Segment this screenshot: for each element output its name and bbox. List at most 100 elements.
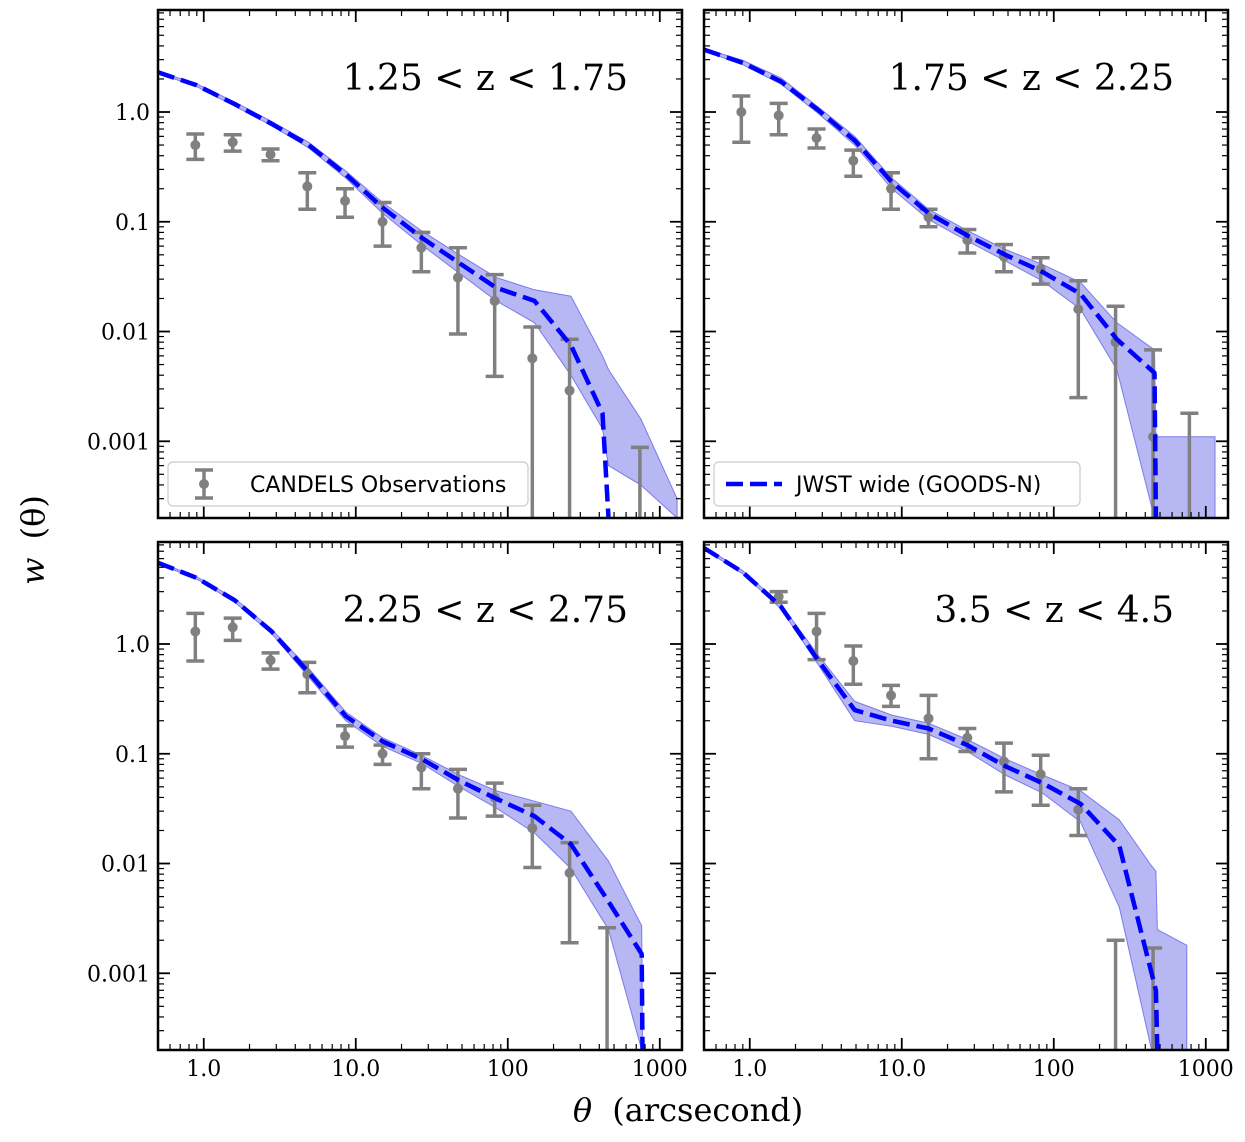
data-point <box>302 181 313 192</box>
errorbar <box>598 925 617 1050</box>
data-point <box>848 155 859 166</box>
data-point <box>923 212 934 223</box>
plot-area <box>158 560 645 1050</box>
ticks <box>703 10 1228 519</box>
panel-4: 1.0 10.0 100 1000 3.5 < z < 4.5 <box>702 540 1234 1082</box>
data-point <box>923 713 934 724</box>
y-axis-title-arg: (θ) <box>14 495 52 539</box>
panel-2: 1.75 < z < 2.25 JWST wide (GOODS-N) <box>702 8 1230 520</box>
legend: JWST wide (GOODS-N) <box>713 461 1081 507</box>
errorbar <box>448 245 467 336</box>
x-tick-label: 100 <box>1033 1057 1075 1082</box>
data-point <box>265 149 276 160</box>
data-point <box>489 295 500 306</box>
y-tick-label: 0.01 <box>101 853 150 878</box>
y-axis-title-main: w <box>14 558 52 585</box>
data-point <box>452 783 463 794</box>
errorbar <box>186 611 205 663</box>
data-point <box>736 107 747 118</box>
panel-1: 0.001 0.01 0.1 1.0 1.25 < z < 1.75 CANDELS Ob… <box>87 8 684 520</box>
model-band <box>158 561 644 1050</box>
y-tick-label: 0.01 <box>101 321 150 346</box>
panel-frame <box>702 8 1230 520</box>
data-point <box>564 867 575 878</box>
x-tick-label: 10.0 <box>877 1057 926 1082</box>
y-tick-label: 0.001 <box>87 430 150 455</box>
data-point <box>190 626 201 637</box>
data-point <box>340 731 351 742</box>
model-band <box>158 70 678 518</box>
x-tick-label: 10.0 <box>331 1057 380 1082</box>
plot-area <box>704 546 1188 1050</box>
panel-frame <box>156 8 684 520</box>
errorbar <box>732 94 751 145</box>
data-point <box>848 656 859 667</box>
errorbar <box>485 272 504 379</box>
x-axis-title: θ (arcsecond) <box>573 1091 803 1129</box>
data-point <box>416 762 427 773</box>
legend-label: CANDELS Observations <box>250 473 506 498</box>
model-line <box>158 560 645 1050</box>
y-tick-label: 0.1 <box>115 743 150 768</box>
data-point <box>886 690 897 701</box>
panel-label: 2.25 < z < 2.75 <box>343 590 628 631</box>
y-tick-label: 1.0 <box>115 633 150 658</box>
errorbar <box>1180 411 1199 518</box>
data-point <box>527 353 538 364</box>
data-point <box>527 823 538 834</box>
data-point <box>1073 304 1084 315</box>
plot-area <box>158 70 678 518</box>
model-line <box>158 70 611 518</box>
data-point <box>416 242 427 253</box>
x-tick-label: 1.0 <box>732 1057 767 1082</box>
legend: CANDELS Observations <box>167 461 529 507</box>
y-axis-title: w (θ) <box>14 495 52 585</box>
data-point <box>886 183 897 194</box>
data-point <box>340 195 351 206</box>
data-point <box>452 272 463 283</box>
data-point <box>773 591 784 602</box>
model-line <box>704 546 1160 1050</box>
x-tick-label: 1000 <box>1178 1057 1234 1082</box>
data-point <box>773 110 784 121</box>
x-tick-label: 1000 <box>632 1057 688 1082</box>
legend-marker <box>199 479 209 489</box>
x-tick-label: 1.0 <box>186 1057 221 1082</box>
x-axis-title-symbol: θ <box>573 1091 592 1129</box>
errorbar <box>1106 938 1125 1050</box>
panel-frame <box>156 540 684 1052</box>
data-point <box>1035 769 1046 780</box>
y-tick-label: 0.1 <box>115 211 150 236</box>
data-point <box>227 622 238 633</box>
errorbar <box>1069 279 1088 400</box>
errorbar <box>523 325 542 518</box>
data-point <box>962 732 973 743</box>
x-tick-label: 100 <box>487 1057 529 1082</box>
data-point <box>998 756 1009 767</box>
legend-box <box>167 461 529 507</box>
model-line <box>704 47 1159 518</box>
data-point <box>377 748 388 759</box>
model-band <box>704 47 1216 518</box>
plot-area <box>704 47 1216 518</box>
data-point <box>564 385 575 396</box>
errorbar-extra <box>630 445 649 518</box>
panels-group: 0.001 0.01 0.1 1.0 1.25 < z < 1.75 CANDELS Ob… <box>87 8 1234 1082</box>
panel-frame <box>702 540 1230 1052</box>
panel-3: 1.0 10.0 100 1000 0.001 0.01 0.1 1.0 2.25 < z < … <box>87 540 688 1082</box>
legend-box <box>713 461 1081 507</box>
panel-label: 1.25 < z < 1.75 <box>343 58 628 99</box>
y-tick-label: 1.0 <box>115 101 150 126</box>
legend-label: JWST wide (GOODS-N) <box>794 473 1041 498</box>
y-tick-label: 0.001 <box>87 962 150 987</box>
data-point <box>377 216 388 227</box>
data-point <box>227 137 238 148</box>
data-point <box>190 140 201 151</box>
data-point <box>265 655 276 666</box>
panel-label: 3.5 < z < 4.5 <box>934 590 1174 631</box>
panel-label: 1.75 < z < 2.25 <box>889 58 1174 99</box>
data-point <box>811 626 822 637</box>
data-point <box>811 132 822 143</box>
data-point <box>962 235 973 246</box>
